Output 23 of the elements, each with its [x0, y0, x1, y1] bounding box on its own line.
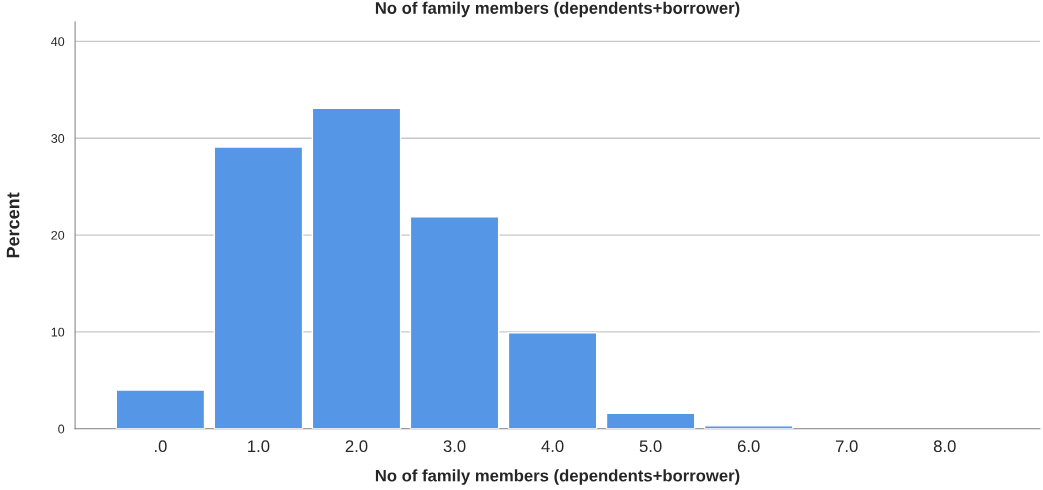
x-tick-label: 6.0 [737, 440, 760, 453]
bar [213, 146, 304, 429]
x-axis-title: No of family members (dependents+borrower) [375, 469, 740, 485]
chart-title: No of family members (dependents+borrower) [375, 1, 740, 18]
x-tick-label: 8.0 [933, 440, 956, 453]
bar [311, 107, 402, 429]
x-tick-label: 7.0 [835, 440, 858, 453]
x-tick-label: 5.0 [639, 440, 662, 453]
bar [115, 389, 206, 429]
y-axis-title: Percent [6, 192, 20, 258]
y-tick-label: 30 [51, 134, 65, 143]
y-tick-label: 10 [51, 327, 65, 337]
x-tick-label: .0 [154, 440, 167, 453]
x-tick-label: 3.0 [443, 440, 466, 453]
bar [605, 412, 696, 429]
y-tick-label: 20 [51, 230, 65, 240]
bar [409, 215, 500, 429]
y-tick-label: 0 [58, 424, 65, 434]
x-tick-label: 4.0 [541, 440, 564, 453]
x-tick-label: 1.0 [248, 440, 270, 453]
y-tick-label: 40 [51, 37, 65, 47]
bar [507, 332, 598, 429]
x-tick-label: 2.0 [345, 440, 368, 453]
